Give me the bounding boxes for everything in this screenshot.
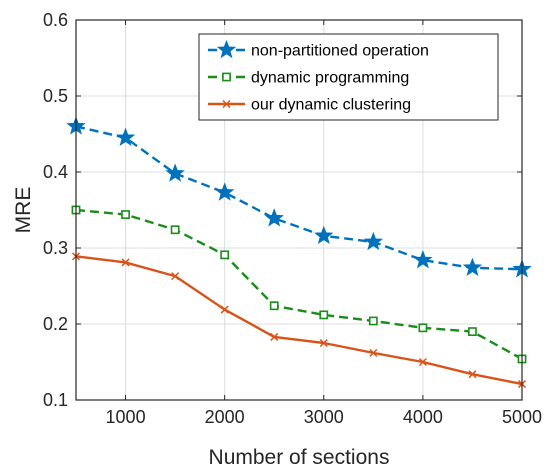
ticks: 1000 2000 3000 4000 5000 0.1 0.2 0.3 0.4 0.5 0.6 [43,10,542,427]
data-point [270,332,279,341]
legend-box [198,33,499,121]
data-point [363,231,383,251]
data-point [264,208,284,227]
legend: non-partitioned operation dynamic program… [198,33,499,121]
legend-label: our dynamic clustering [251,97,411,114]
data-point [319,310,329,320]
data-point [215,182,235,201]
data-point [121,210,130,219]
x-tick-label: 3000 [304,407,344,427]
legend-marker [222,72,231,82]
series-our-dynamic-clustering [71,252,527,389]
x-tick-label: 1000 [106,407,146,427]
plot-frame [75,19,523,401]
data-point [314,225,334,245]
y-tick-label: 0.2 [43,314,68,334]
data-point [413,250,433,269]
data-point [170,225,180,235]
x-tick-label: 2000 [205,407,245,427]
legend-item: our dynamic clustering [208,97,411,114]
legend-marker [222,99,231,109]
y-tick-label: 0.5 [43,86,68,106]
data-point [368,316,378,326]
data-point [462,257,483,276]
legend-item: non-partitioned operation [208,39,429,60]
series-layer [66,116,532,389]
data-point [165,163,185,182]
y-axis-label: MRE [12,187,35,234]
data-point [115,127,136,146]
data-point [418,357,427,367]
y-tick-label: 0.6 [43,10,68,30]
y-tick-label: 0.3 [43,238,68,258]
x-axis-label: Number of sections [209,446,390,469]
data-point [121,258,130,267]
legend-label: dynamic programming [251,70,409,87]
legend-marker [216,39,237,59]
data-point [171,272,180,281]
x-tick-label: 5000 [502,407,542,427]
legend-item: dynamic programming [208,70,409,87]
data-point [220,305,229,314]
data-point [269,301,279,311]
y-tick-label: 0.1 [43,390,68,410]
x-tick-label: 4000 [403,407,443,427]
series-non-partitioned-operation [66,116,532,278]
series-line [75,208,523,361]
series-line [75,255,523,386]
data-point [418,323,428,333]
data-point [220,250,230,260]
data-point [468,370,477,379]
data-point [468,327,477,336]
data-point [369,348,378,357]
legend-label: non-partitioned operation [251,43,429,60]
series-dynamic-programming [71,205,527,364]
data-point [319,338,328,348]
y-tick-label: 0.4 [43,162,68,182]
